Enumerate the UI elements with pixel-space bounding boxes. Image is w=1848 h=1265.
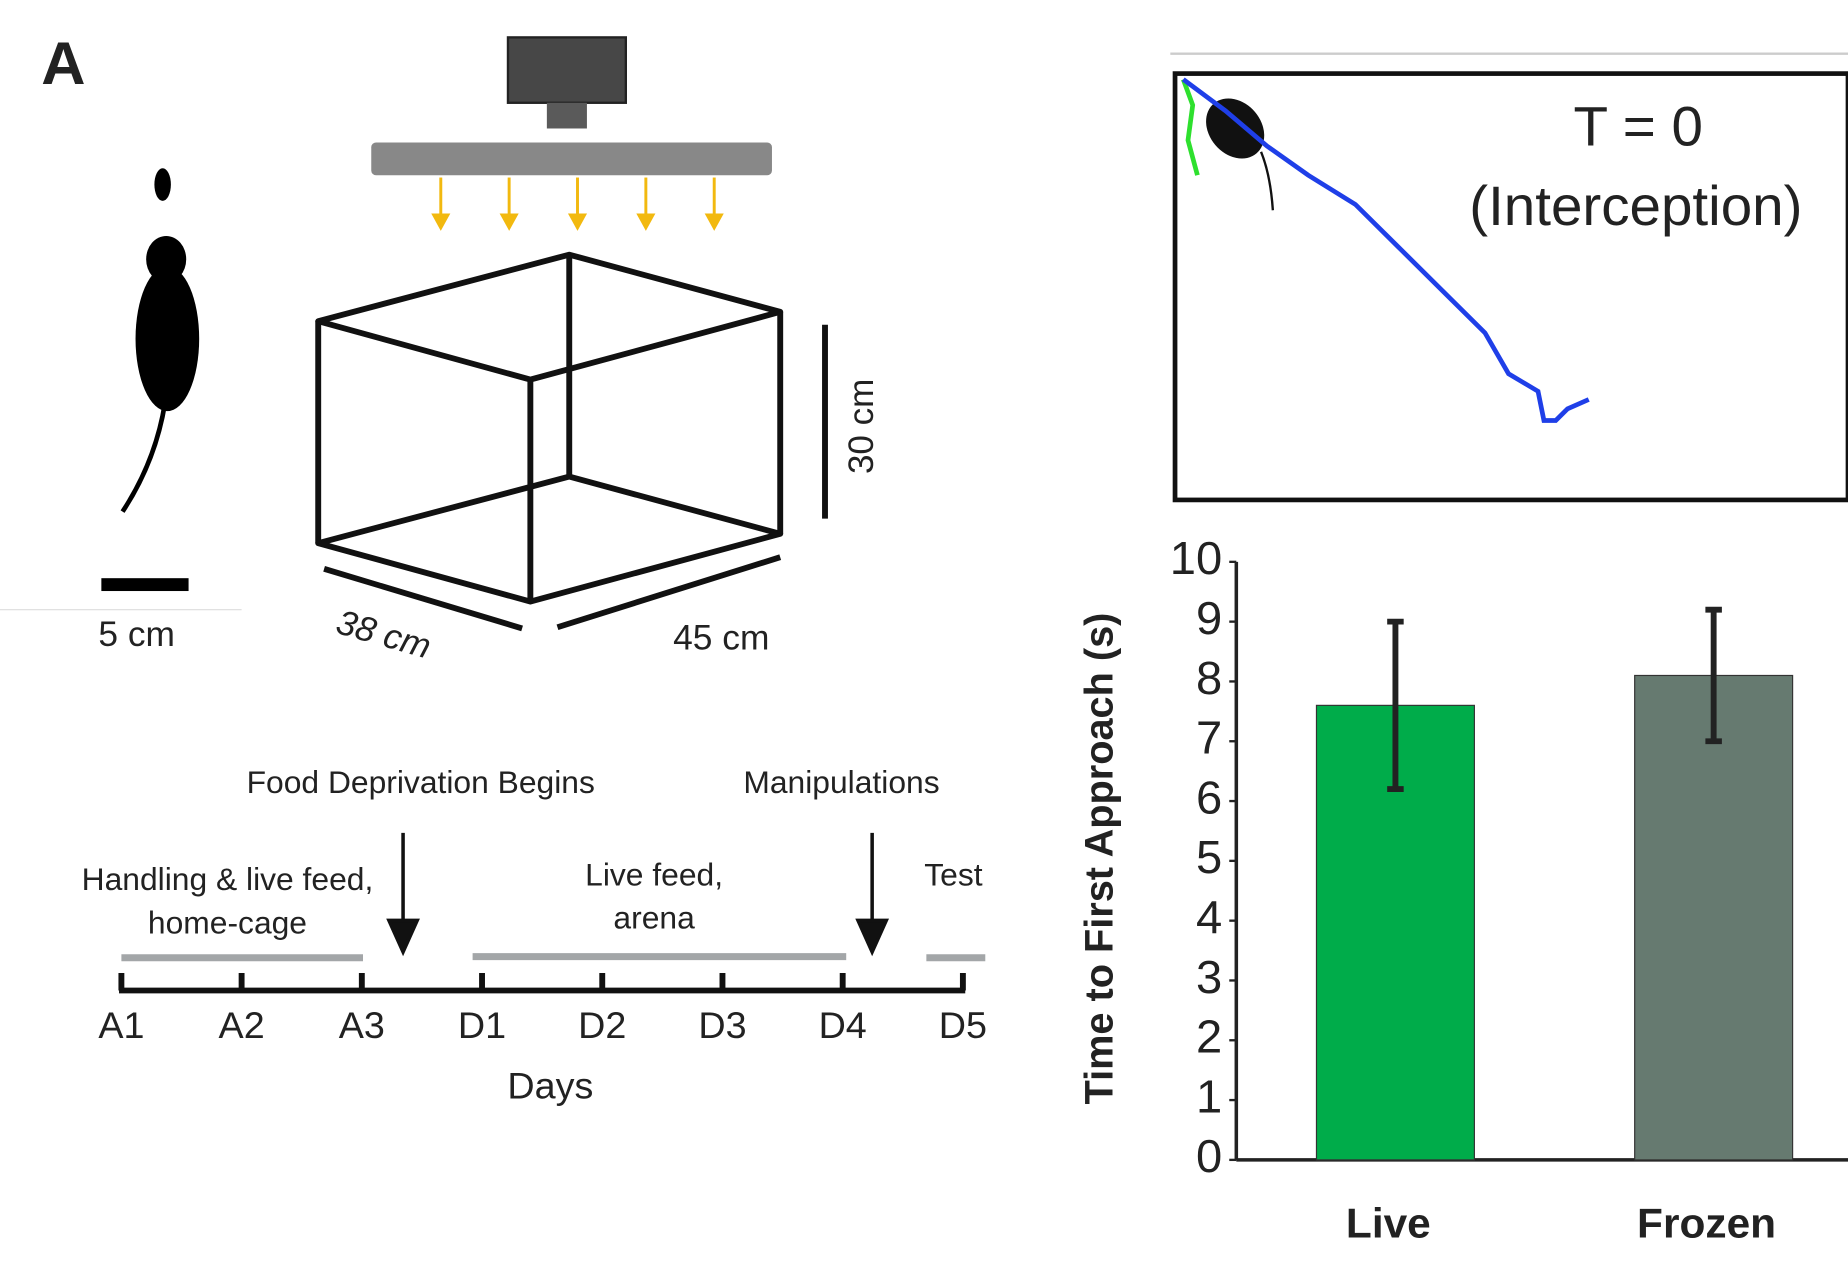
day-label: D5 — [939, 1004, 987, 1046]
phase-label: Live feed, — [585, 857, 723, 893]
day-label: D3 — [698, 1004, 746, 1046]
height-label: 30 cm — [842, 379, 881, 474]
y-axis-label: Time to First Approach (s) — [1077, 613, 1121, 1105]
day-ticks: A1 A2 A3 D1 D2 D3 D4 D5 — [98, 972, 987, 1046]
event-label: Food Deprivation Begins — [247, 764, 595, 800]
y-tick-label: 6 — [1196, 772, 1222, 824]
x-tick-label: Frozen — [1637, 1200, 1776, 1247]
y-tick-label: 4 — [1196, 891, 1222, 943]
bar-chart: Time to First Approach (s) 0 1 2 3 4 5 6 7 8 9 10 L… — [1077, 532, 1848, 1247]
y-tick-label: 9 — [1196, 592, 1222, 644]
annotation: T = 0 — [1574, 95, 1703, 158]
mouse-silhouette — [0, 168, 242, 611]
y-tick-label: 7 — [1196, 712, 1222, 764]
day-label: A1 — [98, 1004, 144, 1046]
tracking-image: T = 0 (Interception) — [1170, 52, 1848, 503]
camera — [371, 36, 772, 176]
phase-label: Handling & live feed, — [82, 861, 374, 897]
event-label: Manipulations — [743, 764, 939, 800]
width-label: 38 cm — [332, 603, 435, 667]
bar — [1634, 674, 1794, 1161]
phase-label: Test — [924, 857, 983, 893]
y-tick-label: 1 — [1196, 1071, 1222, 1123]
day-label: A2 — [219, 1004, 265, 1046]
timeline: Food Deprivation Begins Manipulations Ha… — [82, 764, 987, 1106]
panel-label: A — [41, 29, 85, 97]
phase-label: arena — [613, 900, 695, 936]
axis-label: Days — [507, 1065, 593, 1107]
y-tick-label: 5 — [1196, 831, 1222, 883]
day-label: D2 — [578, 1004, 626, 1046]
day-label: A3 — [339, 1004, 385, 1046]
length-label: 45 cm — [673, 618, 769, 657]
phase-label: home-cage — [148, 905, 307, 941]
day-label: D1 — [458, 1004, 506, 1046]
y-tick-label: 3 — [1196, 951, 1222, 1003]
y-tick-label: 2 — [1196, 1011, 1222, 1063]
scale-label: 5 cm — [98, 615, 175, 654]
scale-bar — [101, 578, 189, 592]
y-tick-label: 0 — [1196, 1130, 1222, 1182]
error-bar — [1705, 606, 1722, 745]
annotation: (Interception) — [1469, 174, 1802, 237]
day-label: D4 — [819, 1004, 867, 1046]
arena-box — [315, 251, 828, 632]
error-bar — [1387, 618, 1404, 793]
x-tick-label: Live — [1346, 1200, 1431, 1247]
y-tick-label: 10 — [1170, 532, 1222, 584]
y-tick-label: 8 — [1196, 652, 1222, 704]
light-arrows — [431, 177, 724, 231]
